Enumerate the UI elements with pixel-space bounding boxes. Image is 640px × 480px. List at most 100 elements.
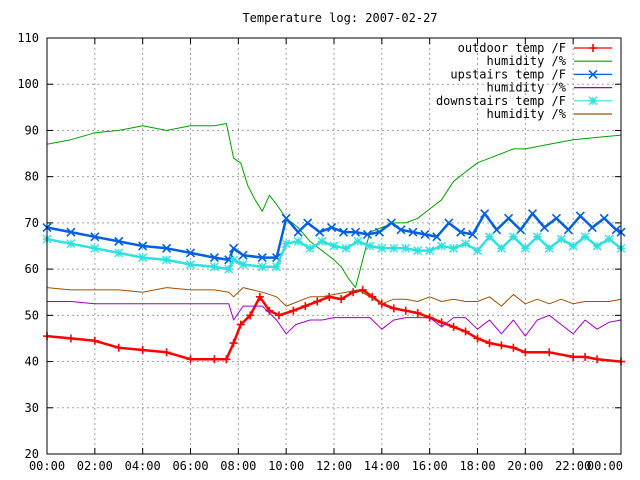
data-point bbox=[301, 302, 310, 311]
data-point bbox=[413, 309, 422, 318]
data-point bbox=[437, 318, 446, 327]
data-point bbox=[274, 311, 283, 320]
data-point bbox=[575, 211, 585, 221]
data-point bbox=[138, 253, 148, 263]
data-point bbox=[544, 243, 554, 253]
data-point bbox=[289, 306, 298, 315]
x-tick-label: 18:00 bbox=[459, 459, 495, 473]
data-point bbox=[437, 241, 447, 251]
data-point bbox=[362, 229, 373, 240]
y-tick-label: 60 bbox=[25, 262, 39, 276]
data-point bbox=[604, 234, 614, 244]
y-tick-label: 70 bbox=[25, 216, 39, 230]
data-point bbox=[461, 327, 470, 336]
x-tick-label: 06:00 bbox=[172, 459, 208, 473]
legend-marker bbox=[588, 69, 598, 79]
data-point bbox=[396, 225, 406, 235]
x-tick-label: 10:00 bbox=[268, 459, 304, 473]
y-tick-label: 110 bbox=[17, 31, 39, 45]
data-point bbox=[386, 218, 396, 228]
data-point bbox=[532, 232, 542, 242]
data-point bbox=[222, 355, 231, 364]
data-point bbox=[209, 252, 219, 263]
data-point bbox=[420, 229, 430, 240]
series-3 bbox=[42, 209, 626, 265]
data-point bbox=[209, 262, 219, 272]
legend-label: humidity /% bbox=[487, 54, 567, 68]
data-point bbox=[389, 304, 398, 313]
plot-frame bbox=[46, 37, 622, 455]
data-point bbox=[229, 255, 239, 265]
data-point bbox=[66, 334, 75, 343]
data-point bbox=[496, 243, 506, 253]
data-point bbox=[580, 232, 590, 242]
data-point bbox=[480, 209, 490, 219]
x-tick-label: 16:00 bbox=[412, 459, 448, 473]
data-point bbox=[257, 262, 267, 272]
x-tick-label: 22:00 bbox=[555, 459, 591, 473]
legend-label: humidity /% bbox=[487, 107, 567, 121]
data-point bbox=[456, 227, 466, 237]
data-point bbox=[527, 209, 538, 219]
legend-marker bbox=[589, 44, 597, 52]
data-point bbox=[339, 227, 349, 237]
data-point bbox=[521, 348, 530, 357]
data-point bbox=[185, 248, 196, 258]
data-point bbox=[114, 248, 124, 258]
data-point bbox=[186, 355, 195, 364]
x-tick-label: 12:00 bbox=[316, 459, 352, 473]
data-point bbox=[468, 229, 478, 240]
data-point bbox=[210, 355, 219, 364]
x-tick-label: 08:00 bbox=[220, 459, 256, 473]
data-point bbox=[341, 243, 351, 253]
data-point bbox=[162, 243, 172, 253]
grid-lines bbox=[47, 38, 621, 454]
y-tick-label: 40 bbox=[25, 355, 39, 369]
series-2 bbox=[46, 123, 622, 289]
data-point bbox=[432, 232, 442, 242]
x-tick-label: 02:00 bbox=[77, 459, 113, 473]
data-point bbox=[66, 239, 76, 249]
data-point bbox=[281, 239, 291, 249]
data-point bbox=[484, 232, 494, 242]
legend-label: downstairs temp /F bbox=[436, 94, 566, 108]
y-tick-label: 30 bbox=[25, 401, 39, 415]
series-line bbox=[47, 301, 622, 337]
x-tick-label: 00:00 bbox=[29, 459, 65, 473]
data-point bbox=[236, 320, 245, 329]
y-tick-label: 20 bbox=[25, 447, 39, 461]
data-point bbox=[587, 222, 597, 233]
data-point bbox=[413, 246, 423, 256]
legend-label: humidity /% bbox=[487, 81, 567, 95]
data-point bbox=[315, 227, 325, 237]
series-line bbox=[46, 123, 622, 289]
data-point bbox=[401, 243, 411, 253]
data-point bbox=[504, 213, 514, 223]
data-point bbox=[508, 232, 518, 242]
data-point bbox=[509, 343, 518, 352]
series-line bbox=[46, 287, 622, 307]
data-point bbox=[374, 227, 385, 237]
data-point bbox=[327, 222, 337, 233]
data-point bbox=[520, 243, 530, 253]
y-tick-label: 90 bbox=[25, 123, 39, 137]
data-point bbox=[349, 288, 358, 297]
data-point bbox=[568, 241, 578, 251]
data-point bbox=[90, 232, 100, 242]
data-point bbox=[556, 234, 566, 244]
data-point bbox=[353, 236, 363, 246]
data-point bbox=[408, 227, 418, 237]
y-tick-label: 80 bbox=[25, 170, 39, 184]
x-tick-label: 00:00 bbox=[587, 459, 623, 473]
data-point bbox=[389, 243, 399, 253]
data-point bbox=[569, 352, 578, 361]
data-point bbox=[449, 322, 458, 331]
data-point bbox=[449, 243, 459, 253]
data-point bbox=[257, 252, 267, 263]
legend-marker bbox=[588, 96, 598, 106]
data-point bbox=[515, 225, 526, 235]
data-point bbox=[313, 297, 322, 306]
data-point bbox=[365, 241, 375, 251]
data-point bbox=[229, 339, 238, 348]
